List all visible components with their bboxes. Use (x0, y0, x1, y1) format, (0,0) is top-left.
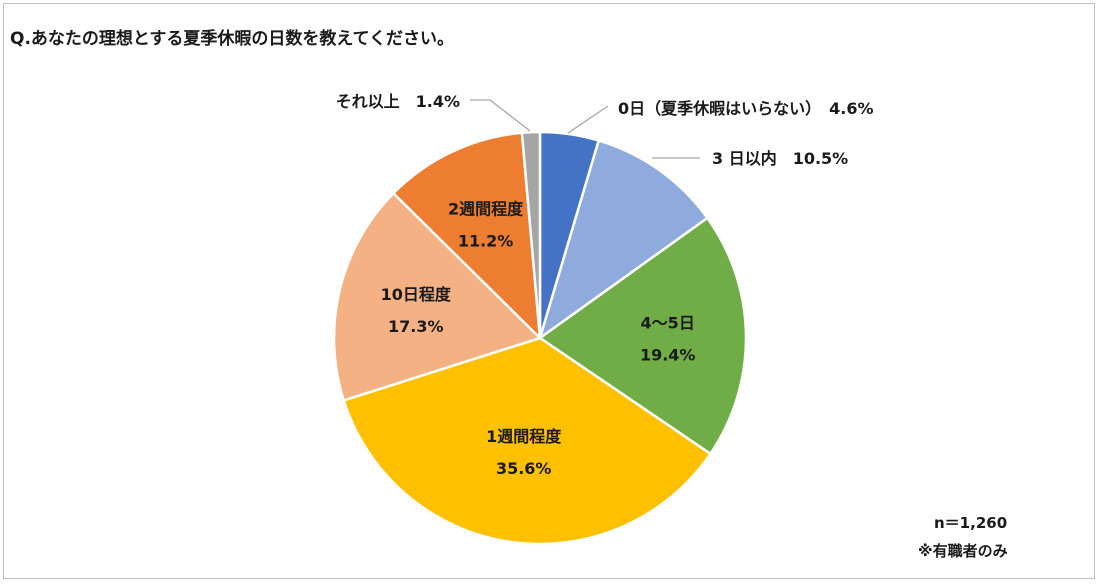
slice-label-0: 0日（夏季休暇はいらない） 4.6% (618, 99, 874, 118)
leader-line-0 (567, 105, 609, 134)
slice-label-6: それ以上 1.4% (336, 92, 460, 111)
slice-label-3: 1週間程度 (486, 427, 562, 446)
pie-slice-4 (332, 191, 543, 403)
respondent-note: ※有職者のみ (918, 542, 1008, 560)
pie-slice-2 (537, 216, 748, 456)
pie-slice-5 (391, 131, 542, 342)
slice-label-4: 10日程度 (381, 285, 452, 304)
slice-value-label-5: 11.2% (458, 231, 514, 250)
pie-slice-1 (537, 138, 710, 342)
chart-title: Q.あなたの理想とする夏季休暇の日数を教えてください。 (10, 29, 455, 49)
slice-value-label-2: 19.4% (640, 345, 696, 364)
sample-size-note: n＝1,260 (934, 514, 1008, 532)
slice-label-2: 4〜5日 (641, 313, 695, 332)
slice-label-5: 2週間程度 (448, 199, 524, 218)
pie-slice-6 (520, 130, 542, 339)
pie-slice-3 (342, 336, 713, 546)
slice-value-label-4: 17.3% (388, 317, 444, 336)
slice-value-label-3: 35.6% (496, 459, 552, 478)
leader-line-6 (470, 99, 531, 132)
slice-label-1: 3 日以内 10.5% (712, 149, 848, 168)
